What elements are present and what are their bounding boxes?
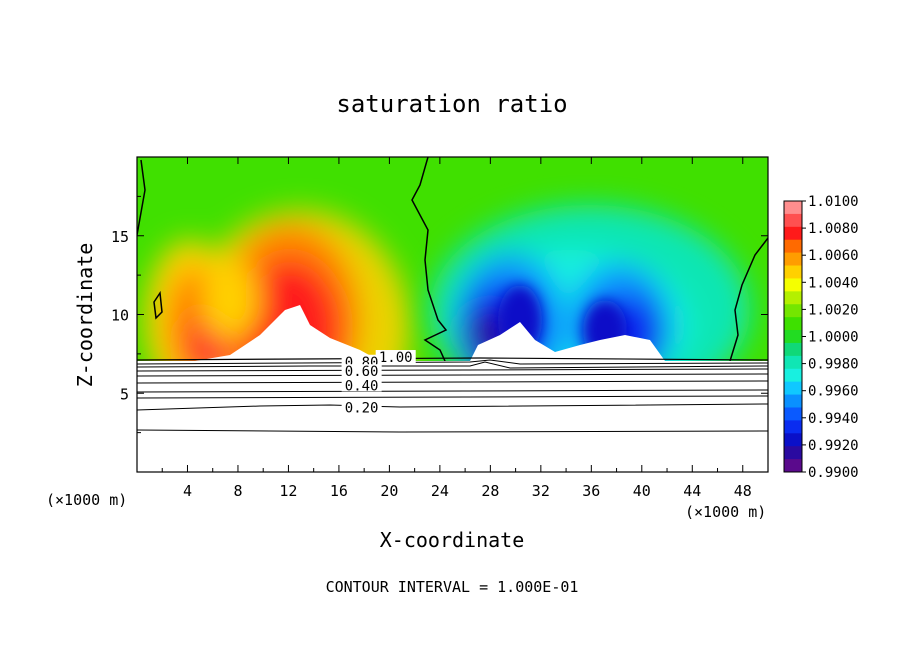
x-tick-label: 32 bbox=[532, 482, 550, 500]
x-tick-label: 24 bbox=[431, 482, 449, 500]
contour-lines bbox=[136, 357, 769, 472]
y-tick-label: 10 bbox=[111, 307, 129, 325]
colorbar-swatch bbox=[784, 291, 802, 305]
contour-label-bg bbox=[341, 364, 382, 378]
contour-label: 0.20 bbox=[345, 400, 379, 416]
contour-interval-footer: CONTOUR INTERVAL = 1.000E-01 bbox=[326, 578, 579, 596]
colorbar-swatch bbox=[784, 355, 802, 370]
colorbar-label: 0.9920 bbox=[808, 438, 859, 454]
colorbar-swatch bbox=[784, 420, 802, 434]
x-tick-label: 48 bbox=[734, 482, 752, 500]
colorbar-label: 1.0000 bbox=[808, 330, 859, 346]
x-tick-label: 20 bbox=[380, 482, 398, 500]
x-unit-label: (×1000 m) bbox=[685, 503, 766, 521]
contour-labels: 1.000.800.600.400.20 bbox=[341, 350, 416, 416]
colorbar: 1.0100 1.0080 1.0060 1.0040 1.0020 1.0000 0.99… bbox=[783, 194, 859, 481]
contour-label: 1.00 bbox=[379, 350, 413, 366]
x-tick-label: 8 bbox=[233, 482, 242, 500]
colorbar-swatch bbox=[784, 201, 802, 215]
colorbar-swatch bbox=[784, 394, 802, 408]
x-tick-label: 28 bbox=[481, 482, 499, 500]
x-tick-label: 4 bbox=[183, 482, 192, 500]
colorbar-label: 1.0020 bbox=[808, 302, 859, 318]
colorbar-label: 1.0080 bbox=[808, 221, 859, 237]
x-tick-label: 12 bbox=[279, 482, 297, 500]
colorbar-swatch bbox=[784, 342, 802, 357]
colorbar-swatch bbox=[784, 433, 802, 447]
colorbar-swatch bbox=[784, 317, 802, 331]
y-axis-label: Z-coordinate bbox=[73, 243, 97, 388]
saturation-field bbox=[137, 157, 768, 361]
x-tick-label: 16 bbox=[330, 482, 348, 500]
colorbar-swatch bbox=[784, 304, 802, 318]
colorbar-swatch bbox=[784, 239, 802, 254]
contour-label: 0.60 bbox=[345, 364, 379, 380]
y-unit-label: (×1000 m) bbox=[46, 491, 127, 509]
contour-label-bg bbox=[341, 378, 382, 392]
y-axis-ticks: 5 10 15 bbox=[111, 195, 768, 434]
colorbar-swatch bbox=[784, 278, 802, 292]
y-tick-label: 5 bbox=[120, 385, 129, 403]
contour-label-bg bbox=[375, 350, 416, 364]
colorbar-swatch bbox=[784, 459, 802, 473]
colorbar-swatch bbox=[784, 330, 802, 344]
contour-label: 0.40 bbox=[345, 378, 379, 394]
colorbar-label: 1.0060 bbox=[808, 248, 859, 264]
x-tick-label: 44 bbox=[683, 482, 701, 500]
colorbar-swatch bbox=[784, 381, 802, 396]
colorbar-swatch bbox=[784, 252, 802, 267]
colorbar-label: 0.9940 bbox=[808, 411, 859, 427]
x-tick-label: 40 bbox=[633, 482, 651, 500]
colorbar-swatch bbox=[784, 213, 802, 228]
colorbar-swatch bbox=[784, 265, 802, 279]
colorbar-label: 1.0100 bbox=[808, 194, 859, 210]
colorbar-swatch bbox=[784, 407, 802, 421]
colorbar-label: 0.9960 bbox=[808, 384, 859, 400]
colorbar-label: 1.0040 bbox=[808, 275, 859, 291]
chart-title: saturation ratio bbox=[336, 90, 567, 118]
x-tick-label: 36 bbox=[582, 482, 600, 500]
y-tick-label: 15 bbox=[111, 228, 129, 246]
x-axis-label: X-coordinate bbox=[380, 528, 525, 552]
colorbar-swatch bbox=[784, 368, 802, 383]
colorbar-label: 0.9900 bbox=[808, 465, 859, 481]
contour-label-bg bbox=[341, 400, 382, 414]
colorbar-swatch bbox=[784, 226, 802, 241]
colorbar-label: 0.9980 bbox=[808, 357, 859, 373]
x-axis-ticks: 4 8 12 16 20 24 28 32 36 40 44 48 bbox=[161, 157, 752, 500]
colorbar-swatch bbox=[784, 446, 802, 460]
